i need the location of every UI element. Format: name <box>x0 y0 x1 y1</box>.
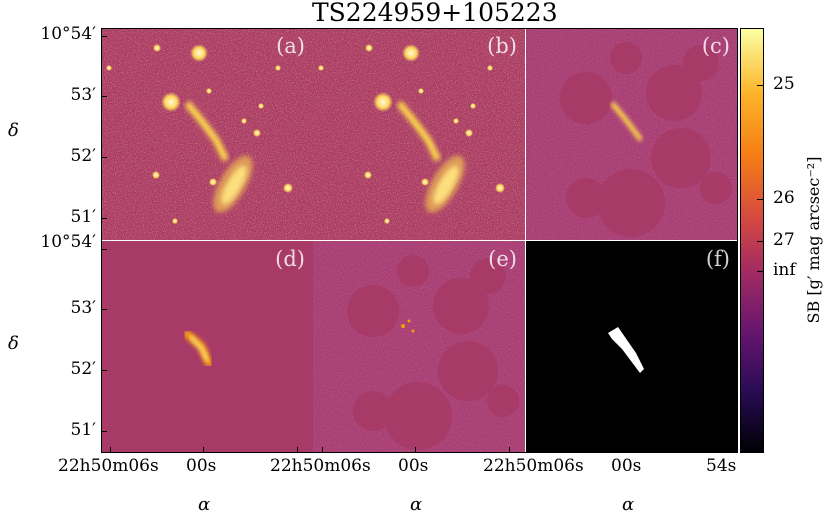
panel-a-image <box>101 28 313 240</box>
figure-title: TS224959+105223 <box>312 0 558 27</box>
x-tick-label: 54s <box>706 456 737 476</box>
colorbar-tick-mark <box>757 271 763 272</box>
y-tick-label: 51′ <box>70 420 97 440</box>
panel-b-image <box>313 28 525 240</box>
target-mask-shape <box>608 327 644 373</box>
x-axis-label-b: α <box>410 494 423 515</box>
colorbar-tick-label: 25 <box>773 74 795 94</box>
y-tick-label: 51′ <box>70 207 97 227</box>
x-axis-label-c: α <box>622 494 635 515</box>
x-tick-mark <box>509 447 510 453</box>
colorbar-tick-mark <box>757 85 763 86</box>
x-tick-label: 22h50m06s <box>270 456 371 476</box>
panel-c: (c) <box>526 28 738 240</box>
panel-b: (b) <box>313 28 525 240</box>
panel-a: (a) <box>101 28 313 240</box>
y-tick-mark <box>101 431 107 432</box>
y-tick-mark <box>101 370 107 371</box>
y-axis-label-top: δ <box>8 120 19 141</box>
panel-d-label: (d) <box>275 247 305 271</box>
x-tick-label: 00s <box>611 456 642 476</box>
x-tick-mark <box>628 447 629 453</box>
panel-c-label: (c) <box>701 34 730 58</box>
y-tick-mark <box>101 96 107 97</box>
colorbar-tick-label: 26 <box>773 188 795 208</box>
colorbar-tick-label: inf <box>773 260 796 280</box>
panel-b-label: (b) <box>487 34 517 58</box>
x-axis-label-a: α <box>198 494 211 515</box>
y-tick-mark <box>101 36 107 37</box>
x-tick-label: 22h50m06s <box>483 456 584 476</box>
colorbar-tick-mark <box>757 241 763 242</box>
x-tick-mark <box>535 447 536 453</box>
x-tick-mark <box>110 447 111 453</box>
panel-c-image <box>526 28 738 240</box>
panel-d: (d) <box>101 241 313 453</box>
x-tick-label: 22h50m06s <box>58 456 159 476</box>
x-tick-mark <box>415 447 416 453</box>
y-tick-label: 53′ <box>70 298 97 318</box>
x-tick-mark <box>722 447 723 453</box>
y-tick-mark <box>101 309 107 310</box>
panel-d-image <box>101 241 313 453</box>
panel-f: (f) <box>526 241 738 453</box>
y-tick-label: 52′ <box>70 146 97 166</box>
x-tick-mark <box>203 447 204 453</box>
colorbar-label: SB [g′ mag arcsec⁻²] <box>804 156 823 324</box>
panel-e-label: (e) <box>488 247 517 271</box>
panel-e: (e) <box>313 241 525 453</box>
colorbar-tick-label: 27 <box>773 230 795 250</box>
y-tick-mark <box>101 218 107 219</box>
y-tick-mark <box>101 157 107 158</box>
panel-f-label: (f) <box>705 247 730 271</box>
panel-f-image <box>526 241 738 453</box>
colorbar <box>740 28 764 453</box>
x-tick-mark <box>297 447 298 453</box>
y-tick-mark <box>101 249 107 250</box>
x-tick-label: 00s <box>398 456 429 476</box>
y-tick-label: 10°54′ <box>40 24 96 44</box>
panel-a-label: (a) <box>276 34 305 58</box>
y-axis-label-bottom: δ <box>8 333 19 354</box>
x-tick-label: 00s <box>186 456 217 476</box>
colorbar-tick-mark <box>757 199 763 200</box>
y-tick-label: 10°54′ <box>40 232 96 252</box>
y-tick-label: 52′ <box>70 359 97 379</box>
y-tick-label: 53′ <box>70 85 97 105</box>
x-tick-mark <box>322 447 323 453</box>
panel-e-image <box>313 241 525 453</box>
